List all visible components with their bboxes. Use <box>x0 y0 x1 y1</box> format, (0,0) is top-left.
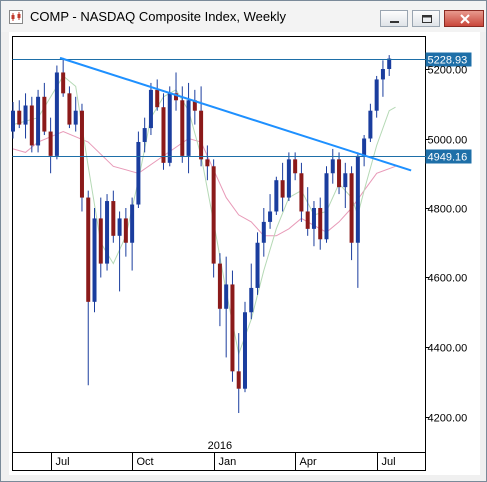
candle-body-down <box>42 96 47 132</box>
minimize-button[interactable] <box>380 10 408 27</box>
candlestick-chart[interactable]: 5228.93 4949.16 4200.00 4400.00 4600.00 4800… <box>9 32 480 475</box>
candle-body-down <box>217 263 222 309</box>
candle-body-up <box>286 159 291 198</box>
candle-body-down <box>305 211 310 229</box>
close-button[interactable] <box>444 10 484 27</box>
candle-body-up <box>324 173 329 240</box>
candle-body-up <box>142 128 147 142</box>
candle-body-down <box>236 371 241 389</box>
candle-body-up <box>343 173 348 188</box>
candle-body-down <box>67 93 72 125</box>
candle-body-up <box>330 159 335 174</box>
candle-body-up <box>36 96 41 146</box>
candle-body-down <box>230 284 235 372</box>
maximize-icon <box>422 15 432 23</box>
candle-body-down <box>199 110 204 160</box>
candle-body-up <box>167 93 172 163</box>
downtrend-line <box>59 56 412 172</box>
y-axis-tick-label: 4200.00 <box>428 413 468 425</box>
candle-body-up <box>387 58 392 69</box>
title-bar[interactable]: COMP - NASDAQ Composite Index, Weekly <box>1 1 486 32</box>
y-axis-tick-label: 4400.00 <box>428 343 468 355</box>
candle-body-up <box>148 89 153 129</box>
x-axis-year-label: 2016 <box>208 440 232 452</box>
candle-body-down <box>98 218 103 264</box>
x-axis-month-label: Jul <box>56 456 70 468</box>
candle-body-up <box>23 105 28 125</box>
candlestick-chart-icon <box>9 10 23 24</box>
candle-body-up <box>73 110 78 125</box>
window-title: COMP - NASDAQ Composite Index, Weekly <box>30 9 286 24</box>
candle-body-up <box>374 79 379 111</box>
candle-body-down <box>280 180 285 198</box>
candle-body-up <box>224 284 229 309</box>
candle-body-down <box>61 72 66 94</box>
price-line-label-box <box>425 52 472 67</box>
candle-body-down <box>29 105 34 146</box>
candle-body-up <box>255 242 260 288</box>
candle-body-down <box>86 197 91 302</box>
candle-body-up <box>249 287 254 313</box>
candle-body-down <box>17 110 22 125</box>
candle-body-up <box>117 218 122 236</box>
candle-body-down <box>318 208 323 240</box>
x-axis-month-label: Jul <box>382 456 396 468</box>
plot-area <box>12 36 426 453</box>
candle-body-down <box>48 131 53 156</box>
candle-body-up <box>11 110 15 132</box>
candle-body-up <box>362 138 367 156</box>
price-line-label-box <box>425 149 472 164</box>
candle-body-up <box>355 155 360 243</box>
candle-body-down <box>155 89 160 108</box>
candle-body-up <box>274 180 279 212</box>
candle-body-up <box>136 141 141 205</box>
candle-body-up <box>380 69 385 80</box>
candle-body-up <box>105 201 110 264</box>
candle-body-down <box>205 159 210 167</box>
candle-body-up <box>92 218 97 302</box>
candle-body-up <box>130 204 135 243</box>
x-axis-month-label: Jan <box>219 456 237 468</box>
candle-body-up <box>186 100 191 156</box>
candle-body-down <box>337 159 342 188</box>
candle-body-down <box>349 173 354 243</box>
candle-body-down <box>161 107 166 163</box>
candle-body-up <box>261 221 266 243</box>
y-axis-tick-label: 4600.00 <box>428 273 468 285</box>
slow-moving-average-line <box>12 130 396 237</box>
x-axis-month-label: Apr <box>300 456 317 468</box>
candle-body-down <box>123 218 128 243</box>
candle-body-down <box>174 93 179 101</box>
candle-body-down <box>180 100 185 156</box>
x-axis-month-label: Oct <box>137 456 154 468</box>
candle-body-up <box>268 211 273 222</box>
candle-body-up <box>242 312 247 389</box>
candle-body-down <box>192 100 197 111</box>
candle-body-up <box>311 208 316 229</box>
candle-body-down <box>111 201 116 236</box>
y-axis-tick-label: 5000.00 <box>428 135 468 147</box>
minimize-icon <box>390 21 399 23</box>
candle-body-up <box>54 72 59 156</box>
candle-body-down <box>299 173 304 212</box>
time-axis <box>12 452 426 471</box>
price-line-label: 5228.93 <box>428 55 468 67</box>
y-axis-tick-label: 5200.00 <box>428 65 468 77</box>
candle-body-up <box>368 110 373 139</box>
price-line-label: 4949.16 <box>428 152 468 164</box>
y-axis-tick-label: 4800.00 <box>428 204 468 216</box>
candle-body-down <box>293 159 298 174</box>
candle-body-down <box>79 110 84 198</box>
maximize-button[interactable] <box>412 10 440 27</box>
close-icon <box>460 14 470 24</box>
candle-body-down <box>211 166 216 264</box>
